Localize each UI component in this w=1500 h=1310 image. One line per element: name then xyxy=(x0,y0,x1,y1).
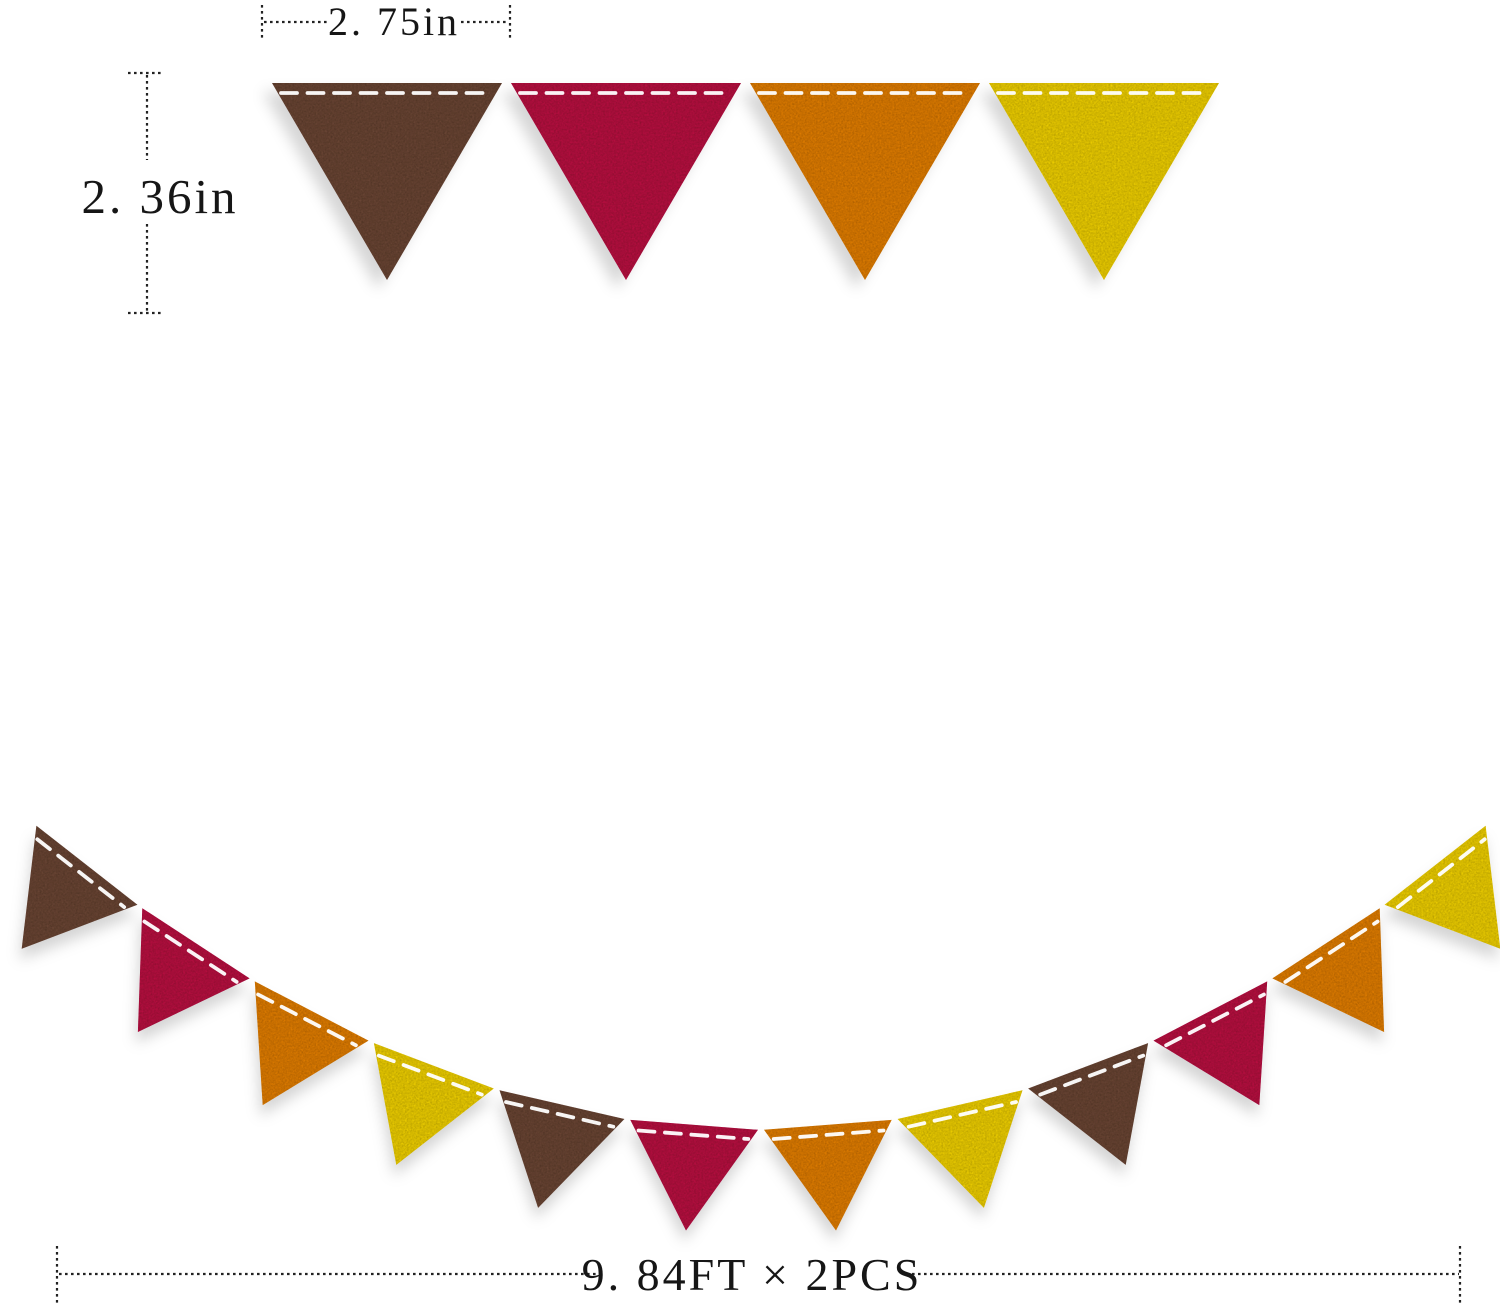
flag-height-dimension: 2. 36in xyxy=(81,71,238,315)
flag-width-label: 2. 75in xyxy=(328,0,460,44)
garland-pennant-string xyxy=(21,825,1500,1231)
stitch-line xyxy=(142,919,239,984)
pennant-flag-brown xyxy=(21,825,138,949)
banner-length-label: 9. 84FT × 2PCS xyxy=(582,1249,923,1300)
stitch-line xyxy=(771,1128,886,1141)
pennant-flag-maroon xyxy=(511,83,741,280)
stitch-line xyxy=(1164,992,1266,1048)
pennant-flag-brown xyxy=(272,83,502,280)
pennant-flag-yellow xyxy=(373,1043,494,1165)
pennant-flag-brown xyxy=(1028,1043,1149,1165)
stitch-line xyxy=(256,992,358,1048)
stitch-line xyxy=(504,1100,616,1129)
top-pennant-row xyxy=(272,83,1219,280)
stitch-line xyxy=(35,837,127,909)
pennant-flag-yellow xyxy=(989,83,1219,280)
pennant-flag-maroon xyxy=(1153,981,1268,1106)
flag-width-dimension: 2. 75in xyxy=(260,0,512,44)
pennant-flag-orange xyxy=(750,83,980,280)
pennant-flag-yellow xyxy=(1384,825,1500,949)
banner-length-dimension: 9. 84FT × 2PCS xyxy=(55,1246,1462,1304)
stitch-line xyxy=(906,1100,1018,1129)
stitch-line xyxy=(636,1128,751,1141)
pennant-flag-orange xyxy=(1272,908,1385,1032)
stitch-line xyxy=(1283,919,1380,984)
pennant-flag-maroon xyxy=(630,1119,758,1231)
pennant-flag-brown xyxy=(499,1090,625,1208)
flag-height-label: 2. 36in xyxy=(81,169,238,224)
stitch-line xyxy=(376,1053,484,1097)
pennant-flag-orange xyxy=(764,1119,892,1231)
pennant-flag-orange xyxy=(254,981,369,1106)
stitch-line xyxy=(1395,837,1487,909)
pennant-flag-yellow xyxy=(897,1090,1023,1208)
pennant-flag-maroon xyxy=(137,908,250,1032)
stitch-line xyxy=(1038,1053,1146,1097)
